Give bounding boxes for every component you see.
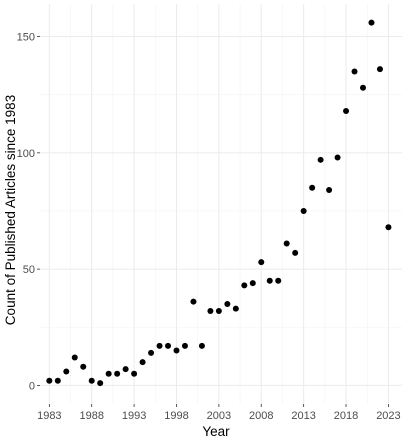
data-point [360,84,367,91]
data-point [258,259,265,266]
data-point [283,240,290,247]
data-point [376,66,383,73]
data-point [105,370,112,377]
x-tick-label: 1988 [79,410,103,422]
data-point [215,307,222,314]
data-point [224,301,231,307]
data-point [181,342,188,349]
data-point [198,342,205,349]
data-point [71,354,78,361]
x-tick-label: 1998 [164,410,188,422]
y-tick-label: 0 [29,380,35,392]
data-point [334,154,341,161]
data-point [190,298,197,305]
x-tick-label: 2023 [376,410,400,422]
data-point [173,347,180,354]
x-tick-label: 2008 [249,410,273,422]
data-point [139,359,146,366]
data-point [368,19,375,26]
x-axis-title: Year [202,424,230,439]
data-point [241,282,248,289]
data-point [165,342,172,349]
data-points [46,19,392,387]
x-tick-label: 2003 [207,410,231,422]
data-point [46,377,53,384]
y-axis-title: Count of Published Articles since 1983 [3,95,18,325]
data-point [385,224,392,231]
data-point [122,366,129,373]
data-point [300,207,307,214]
data-point [131,370,138,377]
x-tick-label: 1983 [37,410,61,422]
data-point [232,305,239,312]
y-tick-label: 100 [17,148,35,160]
grid [40,4,402,404]
data-point [343,107,350,114]
data-point [266,277,273,284]
data-point [97,380,104,387]
data-point [292,249,299,256]
data-point [207,307,214,314]
y-tick-label: 150 [17,32,35,44]
x-axis-ticks: 1983 1988 1993 1998 2003 2008 2013 2018 2023 [37,404,401,422]
data-point [326,187,333,194]
data-point [80,363,87,370]
x-tick-label: 2013 [291,410,315,422]
data-point [275,277,282,284]
data-point [54,377,61,384]
y-axis-ticks: 0 50 100 150 [17,32,40,392]
data-point [156,342,163,349]
y-tick-label: 50 [23,264,35,276]
data-point [317,156,324,163]
x-tick-label: 2018 [334,410,358,422]
x-tick-label: 1993 [122,410,146,422]
data-point [88,377,95,384]
data-point [351,68,358,75]
data-point [114,370,121,377]
data-point [63,368,70,375]
data-point [249,280,256,287]
data-point [148,349,155,356]
data-point [309,184,316,191]
